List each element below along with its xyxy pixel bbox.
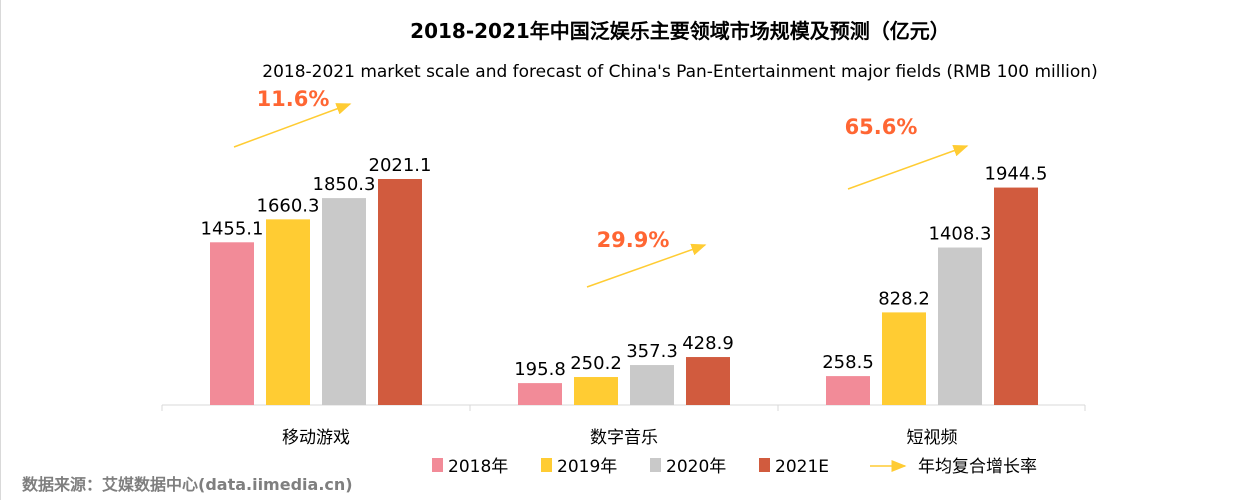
bar xyxy=(882,312,926,405)
category-label: 数字音乐 xyxy=(590,428,658,448)
bar xyxy=(574,377,618,405)
legend-swatch xyxy=(432,458,443,472)
bar xyxy=(322,198,366,405)
legend-label: 年均复合增长率 xyxy=(918,457,1037,477)
bar xyxy=(686,357,730,405)
data-label: 258.5 xyxy=(822,352,874,373)
data-label: 428.9 xyxy=(682,333,734,354)
legend-swatch xyxy=(650,458,661,472)
bar xyxy=(994,187,1038,405)
legend-label: 2019年 xyxy=(557,457,617,477)
legend-label: 2020年 xyxy=(666,457,726,477)
data-label: 1660.3 xyxy=(257,195,320,216)
category-label: 短视频 xyxy=(907,428,958,448)
bar xyxy=(378,179,422,405)
data-label: 1455.1 xyxy=(201,218,264,239)
growth-arrow xyxy=(233,103,352,148)
legend-label: 2021E xyxy=(775,457,829,477)
data-label: 1408.3 xyxy=(929,224,992,245)
bar xyxy=(266,219,310,405)
data-label: 1850.3 xyxy=(313,174,376,195)
category-label: 移动游戏 xyxy=(282,428,350,448)
bar xyxy=(518,383,562,405)
data-label: 357.3 xyxy=(626,341,678,362)
growth-arrow xyxy=(847,144,969,190)
growth-rate-label: 65.6% xyxy=(845,115,918,139)
bar xyxy=(826,376,870,405)
source-note: 数据来源：艾媒数据中心(data.iimedia.cn) xyxy=(22,475,353,494)
chart-subtitle: 2018-2021 market scale and forecast of C… xyxy=(262,62,1097,82)
bar xyxy=(210,242,254,405)
bar xyxy=(938,247,982,405)
chart-title: 2018-2021年中国泛娱乐主要领域市场规模及预测（亿元） xyxy=(410,19,950,43)
legend-swatch xyxy=(759,458,770,472)
legend-label: 2018年 xyxy=(448,457,508,477)
legend-swatch xyxy=(541,458,552,472)
data-label: 195.8 xyxy=(514,359,566,380)
bar xyxy=(630,365,674,405)
data-label: 1944.5 xyxy=(985,164,1048,185)
data-label: 250.2 xyxy=(570,353,622,374)
data-label: 828.2 xyxy=(878,288,930,309)
growth-arrow xyxy=(586,243,707,288)
data-label: 2021.1 xyxy=(369,155,432,176)
growth-rate-label: 11.6% xyxy=(257,87,330,111)
growth-rate-label: 29.9% xyxy=(597,228,670,252)
